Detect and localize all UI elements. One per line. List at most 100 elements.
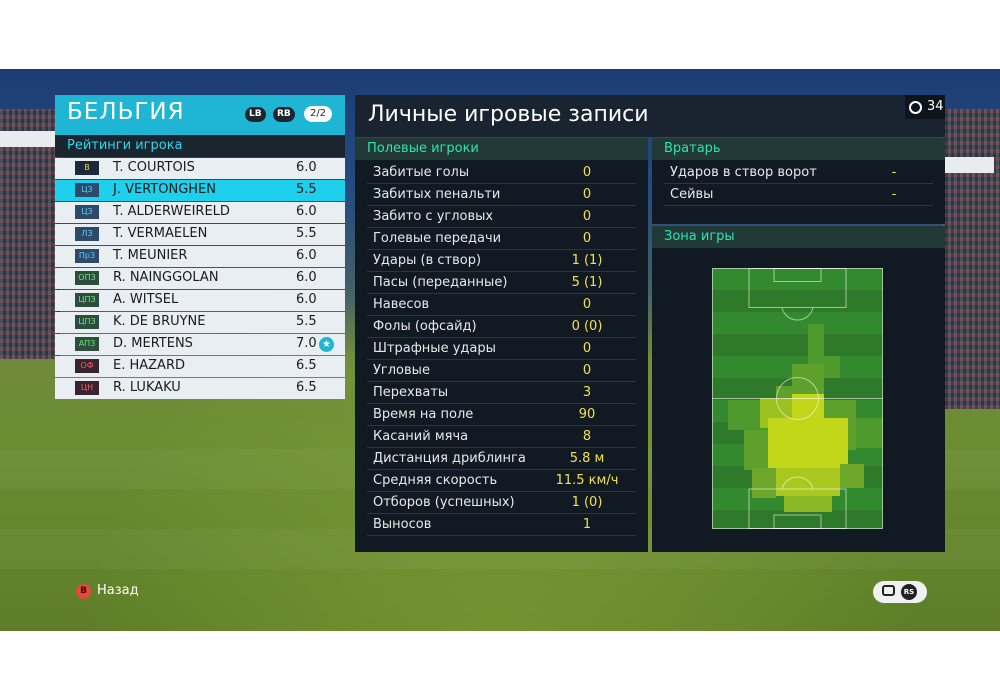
rs-button-icon: RS — [901, 584, 917, 600]
stat-label: Голевые передачи — [373, 231, 502, 246]
stat-row: Средняя скорость 11.5 км/ч — [367, 470, 636, 492]
player-rating: 5.5 — [296, 314, 317, 329]
stat-value: 1 (0) — [571, 495, 603, 510]
player-row[interactable]: ЦЗ J. VERTONGHEN 5.5 — [55, 180, 345, 201]
team-header: БЕЛЬГИЯ LB RB 2/2 — [55, 95, 345, 135]
stat-label: Штрафные удары — [373, 341, 496, 356]
player-row[interactable]: ОФ E. HAZARD 6.5 — [55, 356, 345, 377]
player-rating: 6.0 — [296, 204, 317, 219]
stat-label: Навесов — [373, 297, 430, 312]
b-button-icon: B — [76, 584, 91, 599]
player-row[interactable]: В T. COURTOIS 6.0 — [55, 158, 345, 179]
stat-value: 8 — [582, 429, 592, 444]
player-row[interactable]: ЦН R. LUKAKU 6.5 — [55, 378, 345, 399]
player-rating: 6.0 — [296, 248, 317, 263]
ratings-section-title: Рейтинги игрока — [55, 135, 345, 157]
records-header: Личные игровые записи 34 — [355, 95, 945, 137]
player-row[interactable]: ПрЗ T. MEUNIER 6.0 — [55, 246, 345, 267]
player-name: R. LUKAKU — [113, 380, 181, 395]
position-badge: ОФ — [75, 359, 99, 373]
position-badge: ЦПЗ — [75, 315, 99, 329]
field-section-title: Полевые игроки — [355, 138, 648, 160]
play-zone-panel: Зона игры — [652, 226, 945, 552]
stat-value: 0 — [582, 231, 592, 246]
stat-row: Перехваты 3 — [367, 382, 636, 404]
position-badge: ПрЗ — [75, 249, 99, 263]
gk-stat-label: Сейвы — [670, 187, 714, 202]
stadium-stand-left — [0, 109, 60, 359]
player-name: T. MEUNIER — [113, 248, 188, 263]
player-rating: 6.0 — [296, 160, 317, 175]
rb-button-icon[interactable]: RB — [273, 107, 295, 122]
lb-button-icon[interactable]: LB — [245, 107, 266, 122]
stat-label: Забитые голы — [373, 165, 470, 180]
stat-value: 5 (1) — [571, 275, 603, 290]
stat-row: Пасы (переданные) 5 (1) — [367, 272, 636, 294]
player-list: В T. COURTOIS 6.0 ЦЗ J. VERTONGHEN 5.5 ЦЗ T. AL… — [55, 158, 345, 399]
player-name: T. VERMAELEN — [113, 226, 208, 241]
stat-row: Фолы (офсайд) 0 (0) — [367, 316, 636, 338]
gk-stat-row: Сейвы - — [664, 184, 933, 206]
stat-label: Фолы (офсайд) — [373, 319, 477, 334]
player-name: D. MERTENS — [113, 336, 193, 351]
position-badge: ОПЗ — [75, 271, 99, 285]
gk-stat-value: - — [891, 187, 897, 202]
stat-row: Касаний мяча 8 — [367, 426, 636, 448]
stat-row: Время на поле 90 — [367, 404, 636, 426]
team-name: БЕЛЬГИЯ — [67, 99, 185, 125]
stat-label: Удары (в створ) — [373, 253, 482, 268]
position-badge: ЦЗ — [75, 205, 99, 219]
stat-label: Забито с угловых — [373, 209, 494, 224]
stat-row: Голевые передачи 0 — [367, 228, 636, 250]
player-name: T. ALDERWEIRELD — [113, 204, 230, 219]
stat-row: Навесов 0 — [367, 294, 636, 316]
player-name: R. NAINGGOLAN — [113, 270, 219, 285]
player-row[interactable]: ЦПЗ A. WITSEL 6.0 — [55, 290, 345, 311]
stat-label: Забитых пенальти — [373, 187, 501, 202]
gk-section-title: Вратарь — [652, 138, 945, 160]
stat-row: Дистанция дриблинга 5.8 м — [367, 448, 636, 470]
stat-label: Касаний мяча — [373, 429, 469, 444]
stat-label: Пасы (переданные) — [373, 275, 508, 290]
stat-label: Время на поле — [373, 407, 474, 422]
position-badge: В — [75, 161, 99, 175]
player-row[interactable]: ЦПЗ K. DE BRUYNE 5.5 — [55, 312, 345, 333]
timer-value: 34 — [927, 99, 944, 114]
play-zone-heatmap — [712, 268, 883, 529]
player-row[interactable]: ОПЗ R. NAINGGOLAN 6.0 — [55, 268, 345, 289]
player-row[interactable]: ЛЗ T. VERMAELEN 5.5 — [55, 224, 345, 245]
player-rating: 5.5 — [296, 226, 317, 241]
page-indicator: 2/2 — [304, 106, 332, 122]
star-icon: ★ — [319, 337, 334, 352]
stat-value: 11.5 км/ч — [555, 473, 619, 488]
field-player-stats: Полевые игроки Забитые голы 0 Забитых пена… — [355, 138, 648, 552]
stadium-stand-right — [942, 109, 1000, 409]
stat-value: 0 — [582, 187, 592, 202]
gk-stat-label: Ударов в створ ворот — [670, 165, 817, 180]
stat-value: 90 — [578, 407, 596, 422]
stat-label: Отборов (успешных) — [373, 495, 515, 510]
stat-value: 0 — [582, 297, 592, 312]
stat-label: Дистанция дриблинга — [373, 451, 526, 466]
position-badge: ЦПЗ — [75, 293, 99, 307]
ad-board-right — [942, 157, 994, 173]
zone-section-title: Зона игры — [652, 226, 945, 248]
player-row[interactable]: АПЗ D. MERTENS 7.0 ★ — [55, 334, 345, 355]
gk-stat-row: Ударов в створ ворот - — [664, 162, 933, 184]
player-row[interactable]: ЦЗ T. ALDERWEIRELD 6.0 — [55, 202, 345, 223]
position-badge: ЦЗ — [75, 183, 99, 197]
player-name: E. HAZARD — [113, 358, 185, 373]
player-rating: 6.0 — [296, 292, 317, 307]
stat-row: Забитых пенальти 0 — [367, 184, 636, 206]
stat-label: Средняя скорость — [373, 473, 498, 488]
controls-hint[interactable]: RS — [873, 581, 927, 603]
stat-label: Выносов — [373, 517, 432, 532]
player-name: K. DE BRUYNE — [113, 314, 206, 329]
stat-value: 3 — [582, 385, 592, 400]
stat-row: Забитые голы 0 — [367, 162, 636, 184]
match-timer: 34 — [905, 95, 945, 119]
stat-row: Отборов (успешных) 1 (0) — [367, 492, 636, 514]
stat-value: 1 (1) — [571, 253, 603, 268]
records-title: Личные игровые записи — [368, 102, 649, 127]
player-rating: 6.5 — [296, 358, 317, 373]
